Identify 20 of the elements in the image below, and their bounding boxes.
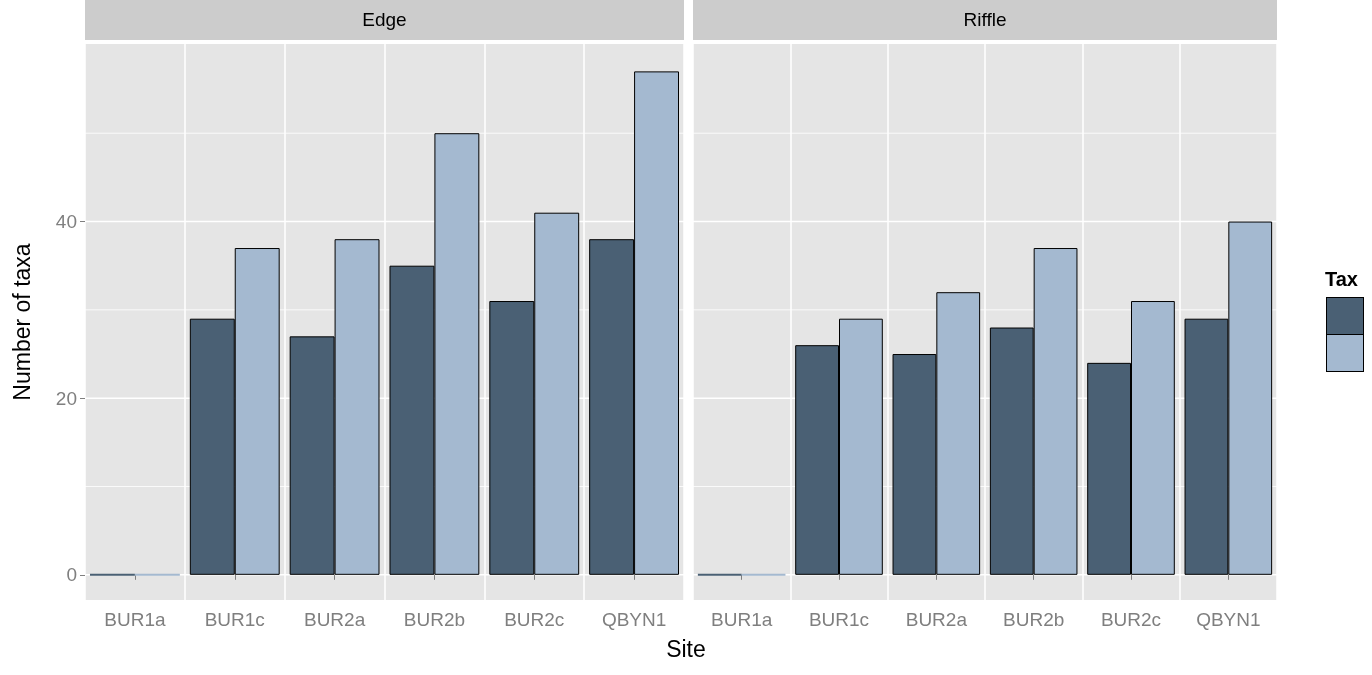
x-tick-label: BUR1a [711, 609, 773, 630]
x-tick-label: BUR1a [104, 609, 166, 630]
x-tick-label: BUR2c [1100, 609, 1162, 630]
x-tick-label: BUR2c [504, 609, 565, 630]
legend-title: Tax [1325, 268, 1358, 291]
x-axis-title: Site [665, 636, 707, 663]
x-tick-label: BUR2a [905, 609, 968, 630]
chart-title: Riffle [963, 9, 1007, 30]
x-tick-label: BUR1c [204, 609, 265, 630]
chart-title: Edge [362, 9, 407, 30]
y-tick-label: 20 [55, 387, 77, 409]
x-tick-label: BUR2b [403, 609, 466, 630]
y-tick-label: 0 [66, 564, 77, 586]
y-tick-label: 40 [55, 211, 77, 233]
x-tick-label: QBYN1 [601, 609, 667, 630]
y-axis-title: Number of taxa [8, 243, 35, 401]
x-tick-label: BUR2a [303, 609, 366, 630]
x-tick-label: QBYN1 [1196, 609, 1261, 630]
x-tick-label: BUR1c [808, 609, 870, 630]
x-tick-label: BUR2b [1003, 609, 1065, 630]
